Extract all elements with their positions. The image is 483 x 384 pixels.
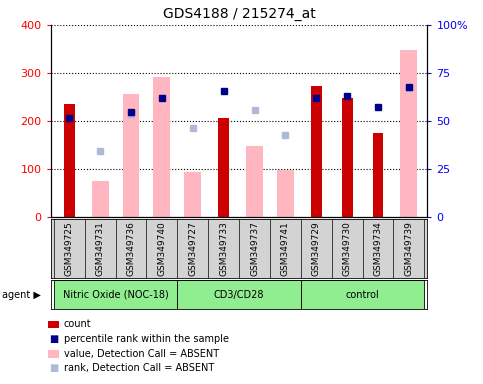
Text: CD3/CD28: CD3/CD28 (214, 290, 264, 300)
Text: GSM349740: GSM349740 (157, 221, 166, 276)
Bar (373, 133, 384, 217)
Bar (311, 86, 322, 217)
Text: GSM349741: GSM349741 (281, 221, 290, 276)
Text: GSM349729: GSM349729 (312, 221, 321, 276)
Text: rank, Detection Call = ABSENT: rank, Detection Call = ABSENT (64, 363, 214, 373)
Text: GSM349731: GSM349731 (96, 221, 105, 276)
Text: GSM349730: GSM349730 (342, 221, 352, 276)
Bar (123, 94, 140, 217)
Text: GSM349734: GSM349734 (373, 221, 383, 276)
Text: agent ▶: agent ▶ (2, 290, 41, 300)
Text: GSM349727: GSM349727 (188, 221, 197, 276)
Text: GSM349736: GSM349736 (127, 221, 136, 276)
Text: GSM349737: GSM349737 (250, 221, 259, 276)
Bar (301, 280, 425, 309)
Bar (154, 77, 170, 217)
Text: GSM349725: GSM349725 (65, 221, 74, 276)
Bar (185, 172, 201, 217)
Bar (246, 146, 263, 217)
Text: Nitric Oxide (NOC-18): Nitric Oxide (NOC-18) (63, 290, 169, 300)
Bar (342, 98, 353, 217)
Bar (92, 181, 109, 217)
Text: ■: ■ (49, 334, 58, 344)
Text: GSM349733: GSM349733 (219, 221, 228, 276)
Text: percentile rank within the sample: percentile rank within the sample (64, 334, 229, 344)
Text: GSM349739: GSM349739 (404, 221, 413, 276)
Text: count: count (64, 319, 91, 329)
Bar (400, 50, 417, 217)
Bar (277, 170, 294, 217)
Bar (54, 280, 177, 309)
Bar (218, 118, 229, 217)
Text: control: control (346, 290, 380, 300)
Title: GDS4188 / 215274_at: GDS4188 / 215274_at (163, 7, 315, 21)
Bar (64, 104, 75, 217)
Bar (177, 280, 301, 309)
Text: value, Detection Call = ABSENT: value, Detection Call = ABSENT (64, 349, 219, 359)
Text: ■: ■ (49, 363, 58, 373)
